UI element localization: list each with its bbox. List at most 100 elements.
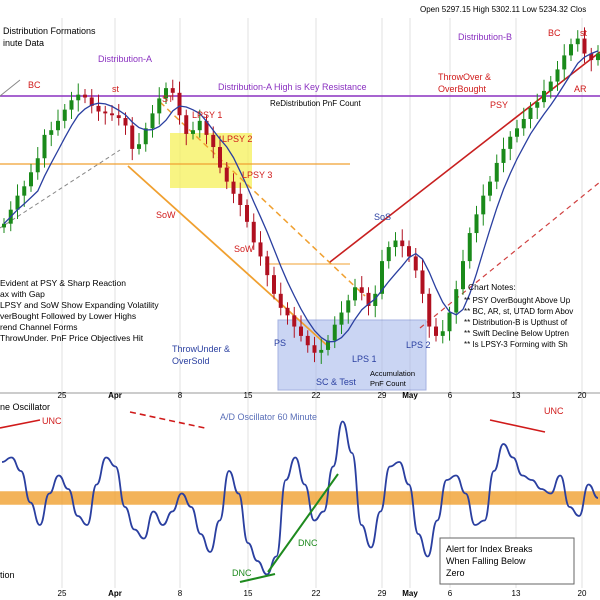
x-tick-label-bottom: May	[402, 589, 418, 598]
trend-line-dashed	[0, 149, 121, 229]
x-tick-label-top: 20	[578, 391, 587, 400]
x-tick-label-top: May	[402, 391, 418, 400]
price-candle	[420, 270, 425, 294]
label-oscillator: ne Oscillator	[0, 402, 50, 412]
price-candle	[528, 107, 533, 119]
chart-notes-title: Chart Notes:	[468, 282, 516, 292]
price-candle	[589, 53, 594, 61]
price-candle	[501, 148, 506, 163]
chart-note: ** Is LPSY-3 Forming with Sh	[464, 340, 568, 349]
x-tick-label-top: Apr	[108, 391, 122, 400]
price-candle	[434, 326, 438, 336]
label-accumulation-1: Accumulation	[370, 369, 415, 378]
label-dnc-2: DNC	[298, 538, 318, 548]
label-ar: AR	[574, 84, 587, 94]
price-candle	[461, 261, 465, 290]
price-candle	[326, 340, 330, 350]
x-tick-label-bottom: 22	[312, 589, 321, 598]
price-candle	[575, 38, 580, 45]
x-tick-label-top: 29	[378, 391, 387, 400]
oscillator-line	[1, 420, 599, 576]
price-candle	[359, 287, 364, 293]
price-candle	[184, 115, 189, 134]
price-candle	[137, 144, 141, 149]
label-psy: PSY	[490, 100, 508, 110]
x-tick-label-bottom: 20	[578, 589, 587, 598]
left-note: verBought Followed by Lower Highs	[0, 311, 136, 321]
label-st-3: st	[580, 28, 588, 38]
label-lpsy-3: LPSY 3	[242, 170, 272, 180]
ohlc-header: Open 5297.15 High 5302.11 Low 5234.32 Cl…	[420, 5, 586, 14]
label-bc-1: BC	[28, 80, 41, 90]
price-candle	[258, 242, 263, 257]
price-candle	[440, 331, 445, 336]
price-candle	[393, 240, 398, 248]
label-sos: SoS	[374, 212, 391, 222]
price-candle	[582, 38, 587, 54]
alert-line-1: Alert for Index Breaks	[446, 544, 533, 554]
label-st-2: ST	[162, 94, 174, 104]
price-candle	[96, 105, 101, 112]
label-throwunder-1: ThrowUnder &	[172, 344, 230, 354]
chart-note: ** BC, AR, st, UTAD form Abov	[464, 307, 573, 316]
price-candle	[150, 113, 155, 129]
title-line-2: inute Data	[3, 38, 44, 48]
left-note: Evident at PSY & Sharp Reaction	[0, 278, 126, 288]
downtrend-channel-upper	[159, 101, 366, 297]
price-candle	[251, 221, 256, 243]
price-candle	[103, 111, 108, 114]
oscillator-series	[0, 411, 600, 583]
trend-stub	[0, 79, 21, 97]
uptrend-channel-lower	[419, 181, 600, 329]
uptrend-channel-upper	[329, 51, 600, 263]
chart-note: ** Distribution-B is Upthust of	[464, 318, 568, 327]
label-lpsy-2: LPSY 2	[222, 134, 252, 144]
price-candle	[22, 186, 27, 196]
price-candle	[494, 162, 499, 182]
x-tick-label-bottom: 8	[178, 589, 183, 598]
price-candle	[380, 261, 384, 294]
unc-arrow-3	[489, 419, 546, 433]
downtrend-channel-lower	[127, 165, 331, 349]
moving-average-line	[3, 50, 599, 343]
price-candle	[143, 128, 148, 145]
price-candle	[299, 326, 303, 336]
price-candle	[110, 113, 114, 116]
price-candle	[400, 240, 405, 247]
price-candle	[170, 88, 175, 93]
label-sow-1: SoW	[156, 210, 176, 220]
price-candle	[272, 275, 276, 294]
x-tick-label-top: 22	[312, 391, 321, 400]
price-candle	[123, 118, 128, 126]
price-candle	[366, 292, 371, 306]
label-st-1: st	[112, 84, 120, 94]
alert-box	[439, 537, 575, 585]
price-candle	[191, 130, 195, 134]
label-dnc-1: DNC	[232, 568, 252, 578]
price-candle	[89, 97, 94, 106]
price-candle	[454, 289, 459, 313]
price-candle	[312, 345, 317, 353]
price-candle	[508, 136, 513, 149]
left-note: ThrowUnder. PnF Price Objectives Hit	[0, 333, 144, 343]
x-tick-label-bottom: 13	[512, 589, 521, 598]
price-candle	[157, 98, 162, 114]
price-candle	[69, 100, 74, 110]
label-sc-test: SC & Test	[316, 377, 356, 387]
price-candle	[197, 120, 202, 131]
price-candle	[427, 293, 432, 327]
price-candle	[245, 205, 249, 222]
price-candle	[56, 120, 60, 131]
left-note: rend Channel Forms	[0, 322, 77, 332]
price-candle	[407, 246, 411, 257]
dnc-arrow-1	[239, 573, 276, 583]
price-candle	[346, 300, 351, 313]
label-accumulation-2: PnF Count	[370, 379, 407, 388]
price-candle	[62, 109, 67, 121]
price-series	[2, 27, 600, 364]
x-tick-label-bottom: 15	[244, 589, 253, 598]
price-candle	[224, 167, 229, 182]
x-tick-label-bottom: 25	[58, 589, 67, 598]
label-lps-1: LPS 1	[352, 354, 377, 364]
price-candle	[292, 315, 297, 327]
